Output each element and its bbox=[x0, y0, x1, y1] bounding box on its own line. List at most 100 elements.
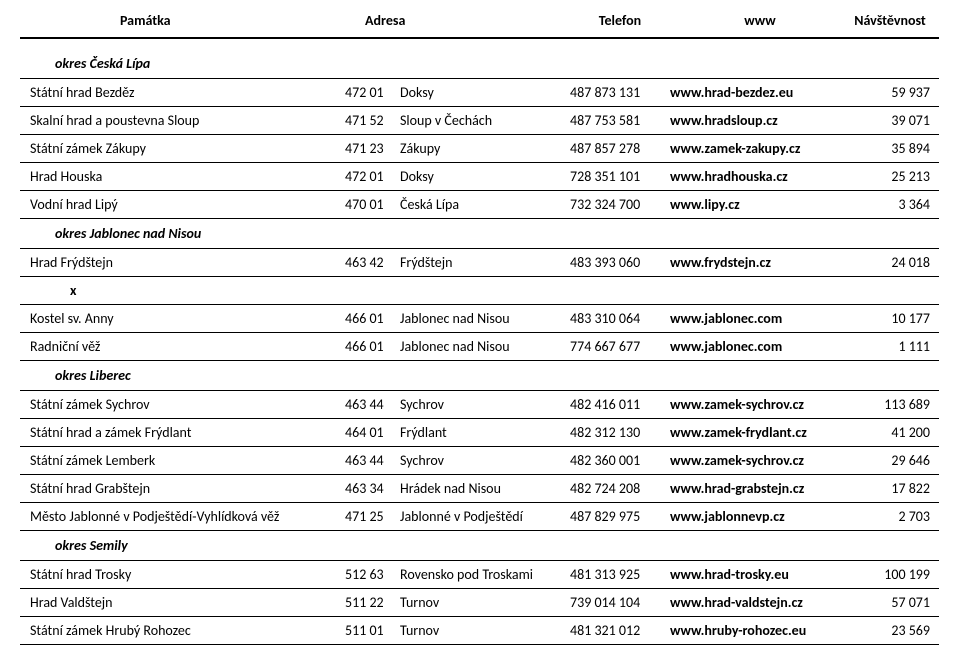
postal-code: 470 01 bbox=[345, 196, 400, 213]
visits: 113 689 bbox=[850, 396, 930, 413]
phone: 732 324 700 bbox=[570, 196, 670, 213]
table-row: Státní hrad Trosky512 63Rovensko pod Tro… bbox=[20, 561, 939, 589]
visits: 35 894 bbox=[850, 140, 930, 157]
city: Frýdlant bbox=[400, 424, 570, 441]
table-row: Státní hrad Grabštejn463 34Hrádek nad Ni… bbox=[20, 475, 939, 503]
visits: 23 569 bbox=[850, 622, 930, 639]
table-row: Vodní hrad Lipý470 01Česká Lípa732 324 7… bbox=[20, 191, 939, 219]
phone: 728 351 101 bbox=[570, 168, 670, 185]
phone: 487 753 581 bbox=[570, 112, 670, 129]
phone: 487 857 278 bbox=[570, 140, 670, 157]
phone: 481 313 925 bbox=[570, 566, 670, 583]
postal-code: 472 01 bbox=[345, 168, 400, 185]
website: www.hrad-bezdez.eu bbox=[670, 84, 850, 101]
postal-code: 466 01 bbox=[345, 310, 400, 327]
city: Zákupy bbox=[400, 140, 570, 157]
monument-name: Město Jablonné v Podještědí-Vyhlídková v… bbox=[20, 508, 345, 525]
city: Jablonec nad Nisou bbox=[400, 310, 570, 327]
website: www.hrad-valdstejn.cz bbox=[670, 594, 850, 611]
website: www.hradsloup.cz bbox=[670, 112, 850, 129]
phone: 483 393 060 bbox=[570, 254, 670, 271]
monument-name: Státní zámek Hrubý Rohozec bbox=[20, 622, 345, 639]
postal-code: 463 34 bbox=[345, 480, 400, 497]
phone: 774 667 677 bbox=[570, 338, 670, 355]
monument-name: Státní zámek Lemberk bbox=[20, 452, 345, 469]
visits: 2 703 bbox=[850, 508, 930, 525]
postal-code: 512 63 bbox=[345, 566, 400, 583]
monument-name: Kostel sv. Anny bbox=[20, 310, 345, 327]
table-row: Hrad Frýdštejn463 42Frýdštejn483 393 060… bbox=[20, 249, 939, 277]
table-row: Kostel sv. Anny466 01Jablonec nad Nisou4… bbox=[20, 305, 939, 333]
monument-name: Skalní hrad a poustevna Sloup bbox=[20, 112, 345, 129]
website: www.zamek-zakupy.cz bbox=[670, 140, 850, 157]
city: Hrádek nad Nisou bbox=[400, 480, 570, 497]
monument-name: Státní hrad a zámek Frýdlant bbox=[20, 424, 345, 441]
website: www.hradhouska.cz bbox=[670, 168, 850, 185]
monument-name: Hrad Frýdštejn bbox=[20, 254, 345, 271]
phone: 739 014 104 bbox=[570, 594, 670, 611]
website: www.hrad-grabstejn.cz bbox=[670, 480, 850, 497]
website: www.jablonec.com bbox=[670, 338, 850, 355]
postal-code: 463 42 bbox=[345, 254, 400, 271]
postal-code: 511 22 bbox=[345, 594, 400, 611]
city: Sychrov bbox=[400, 396, 570, 413]
monument-name: Radniční věž bbox=[20, 338, 345, 355]
website: www.frydstejn.cz bbox=[670, 254, 850, 271]
visits: 59 937 bbox=[850, 84, 930, 101]
visits: 24 018 bbox=[850, 254, 930, 271]
monument-name: Státní hrad Grabštejn bbox=[20, 480, 345, 497]
monument-name: Hrad Houska bbox=[20, 168, 345, 185]
table-body: okres Česká LípaStátní hrad Bezděz472 01… bbox=[20, 49, 939, 645]
city: Turnov bbox=[400, 594, 570, 611]
postal-code: 472 01 bbox=[345, 84, 400, 101]
col-header-phone: Telefon bbox=[570, 12, 670, 29]
visits: 41 200 bbox=[850, 424, 930, 441]
postal-code: 463 44 bbox=[345, 396, 400, 413]
visits: 57 071 bbox=[850, 594, 930, 611]
city: Jablonné v Podještědí bbox=[400, 508, 570, 525]
section-header: okres Semily bbox=[20, 531, 939, 561]
visits: 1 111 bbox=[850, 338, 930, 355]
section-header: okres Česká Lípa bbox=[20, 49, 939, 79]
section-header: okres Jablonec nad Nisou bbox=[20, 219, 939, 249]
visits: 3 364 bbox=[850, 196, 930, 213]
visits: 39 071 bbox=[850, 112, 930, 129]
city: Sychrov bbox=[400, 452, 570, 469]
website: www.zamek-sychrov.cz bbox=[670, 396, 850, 413]
visits: 29 646 bbox=[850, 452, 930, 469]
postal-code: 471 23 bbox=[345, 140, 400, 157]
monument-name: Vodní hrad Lipý bbox=[20, 196, 345, 213]
postal-code: 471 52 bbox=[345, 112, 400, 129]
city: Česká Lípa bbox=[400, 196, 570, 213]
monument-name: Státní zámek Sychrov bbox=[20, 396, 345, 413]
table-row: Státní zámek Hrubý Rohozec511 01Turnov48… bbox=[20, 617, 939, 645]
table-row: Státní zámek Sychrov463 44Sychrov482 416… bbox=[20, 391, 939, 419]
postal-code: 471 25 bbox=[345, 508, 400, 525]
table-row: Město Jablonné v Podještědí-Vyhlídková v… bbox=[20, 503, 939, 531]
city: Frýdštejn bbox=[400, 254, 570, 271]
phone: 482 360 001 bbox=[570, 452, 670, 469]
visits: 100 199 bbox=[850, 566, 930, 583]
table-row: Státní hrad a zámek Frýdlant464 01Frýdla… bbox=[20, 419, 939, 447]
visits: 25 213 bbox=[850, 168, 930, 185]
col-header-visits: Návštěvnost bbox=[850, 12, 930, 29]
table-header: Památka Adresa Telefon www Návštěvnost bbox=[20, 12, 939, 39]
phone: 487 873 131 bbox=[570, 84, 670, 101]
phone: 482 724 208 bbox=[570, 480, 670, 497]
postal-code: 511 01 bbox=[345, 622, 400, 639]
visits: 17 822 bbox=[850, 480, 930, 497]
table-row: Státní zámek Lemberk463 44Sychrov482 360… bbox=[20, 447, 939, 475]
col-header-address: Adresa bbox=[345, 12, 570, 29]
monument-name: Státní hrad Trosky bbox=[20, 566, 345, 583]
monument-name: Hrad Valdštejn bbox=[20, 594, 345, 611]
phone: 483 310 064 bbox=[570, 310, 670, 327]
website: www.hruby-rohozec.eu bbox=[670, 622, 850, 639]
table-row: Skalní hrad a poustevna Sloup471 52Sloup… bbox=[20, 107, 939, 135]
website: www.jablonec.com bbox=[670, 310, 850, 327]
table-row: Hrad Valdštejn511 22Turnov739 014 104www… bbox=[20, 589, 939, 617]
phone: 482 312 130 bbox=[570, 424, 670, 441]
website: www.zamek-frydlant.cz bbox=[670, 424, 850, 441]
table-row: Hrad Houska472 01Doksy728 351 101www.hra… bbox=[20, 163, 939, 191]
website: www.hrad-trosky.eu bbox=[670, 566, 850, 583]
x-marker-row: x bbox=[20, 277, 939, 305]
